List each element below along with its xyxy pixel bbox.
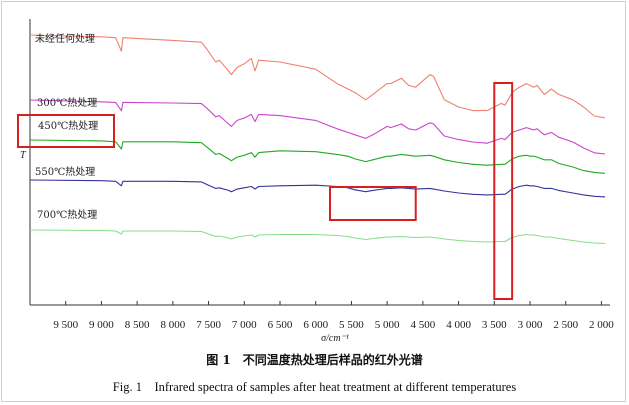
x-tick-label: 8 000	[160, 319, 185, 331]
series-labels: 未经任何处理 300℃热处理 450℃热处理 550℃热处理 700℃热处理	[35, 32, 98, 221]
axes: T σ/cm⁻¹	[20, 19, 610, 344]
x-tick-label: 7 000	[232, 319, 257, 331]
highlight-box-mid-band	[329, 186, 417, 221]
highlight-box-3400-band	[493, 82, 514, 300]
series-label: 450℃热处理	[38, 119, 98, 132]
x-axis-title: σ/cm⁻¹	[321, 333, 349, 344]
series-label: 300℃热处理	[37, 96, 97, 109]
x-tick-label: 6 000	[303, 319, 328, 331]
highlight-box-450-label	[17, 114, 115, 148]
spectra-curves	[29, 34, 606, 245]
x-tick-label: 3 500	[482, 319, 507, 331]
figure-caption-chinese: 图 1 不同温度热处理后样品的红外光谱	[206, 353, 423, 367]
x-tick-label: 2 500	[553, 319, 578, 331]
x-tick-label: 5 000	[375, 319, 400, 331]
spectrum-line	[29, 229, 606, 245]
series-label: 700℃热处理	[37, 208, 97, 221]
series-label: 550℃热处理	[35, 165, 95, 178]
highlight-boxes	[17, 82, 514, 300]
y-axis-title: T	[20, 150, 27, 161]
x-tick-label: 7 500	[196, 319, 221, 331]
spectrum-line	[29, 139, 606, 174]
x-tick-label: 9 000	[89, 319, 114, 331]
series-label: 未经任何处理	[35, 32, 95, 45]
spectrum-line	[29, 179, 606, 198]
spectrum-line	[29, 34, 606, 119]
x-tick-label: 9 500	[53, 319, 78, 331]
x-tick-label: 8 500	[125, 319, 150, 331]
x-tick-label: 5 500	[339, 319, 364, 331]
x-tick-label: 4 500	[410, 319, 435, 331]
x-tick-label: 4 000	[446, 319, 471, 331]
spectrum-line	[29, 99, 606, 155]
x-tick-label: 3 000	[518, 319, 543, 331]
x-tick-label: 6 500	[268, 319, 293, 331]
x-tick-label: 2 000	[589, 319, 614, 331]
figure-caption-english: Fig. 1 Infrared spectra of samples after…	[112, 380, 517, 394]
x-ticks: 9 500 9 000 8 500 8 000 7 500 7 000 6 500 6 000…	[53, 301, 614, 331]
